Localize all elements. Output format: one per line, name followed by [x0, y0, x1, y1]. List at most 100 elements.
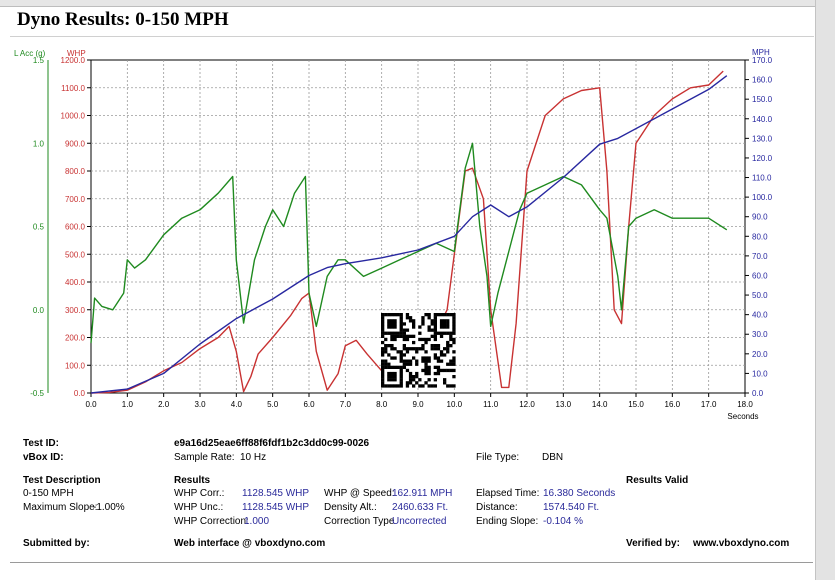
mph-tick-label: 120.0 — [752, 154, 773, 163]
ending-slope-label: Ending Slope: — [476, 516, 539, 527]
x-tick-label: 17.0 — [701, 400, 717, 409]
chart-frame — [10, 36, 814, 432]
distance-label: Distance: — [476, 502, 518, 513]
verified-by-label: Verified by: — [626, 538, 680, 549]
whp-tick-label: 200.0 — [65, 334, 86, 343]
whp-unc-value: 1128.545 WHP — [242, 502, 310, 513]
test-description-header: Test Description — [23, 475, 101, 486]
series-lacc-line — [90, 142, 728, 344]
whp-unc-label: WHP Unc.: — [174, 502, 224, 513]
whp-tick-label: 700.0 — [65, 195, 86, 204]
mph-tick-label: 100.0 — [752, 193, 773, 202]
submitted-by-label: Submitted by: — [23, 538, 90, 549]
x-tick-label: 3.0 — [194, 400, 206, 409]
page-title: Dyno Results: 0-150 MPH — [17, 9, 229, 30]
whp-tick-label: 1100.0 — [61, 84, 85, 93]
site-link[interactable]: www.vboxdyno.com — [693, 538, 790, 549]
density-alt-value: 2460.633 Ft. — [392, 502, 449, 513]
results-valid-header: Results Valid — [626, 475, 689, 486]
qr-code-icon — [381, 313, 456, 388]
elapsed-time-label: Elapsed Time: — [476, 488, 540, 499]
vbox-id-label: vBox ID: — [23, 452, 64, 463]
whp-tick-label: 100.0 — [65, 361, 86, 370]
mph-tick-label: 0.0 — [752, 389, 764, 398]
mph-tick-label: 20.0 — [752, 350, 768, 359]
sample-rate-value: 10 Hz — [240, 452, 267, 463]
file-type-label: File Type: — [476, 452, 520, 463]
mph-tick-label: 160.0 — [752, 76, 773, 85]
mph-tick-label: 70.0 — [752, 252, 768, 261]
density-alt-label: Density Alt.: — [324, 502, 377, 513]
x-tick-label: 9.0 — [412, 400, 424, 409]
x-tick-label: 2.0 — [158, 400, 170, 409]
web-interface-text: Web interface @ vboxdyno.com — [174, 538, 326, 549]
dyno-chart: 0.0 1.0 2.0 3.0 4.0 5.0 6.0 7.0 8.0 9.0 10.0 11.0 12… — [14, 48, 773, 421]
x-tick-label: 14.0 — [592, 400, 608, 409]
lacc-tick-label: 0.5 — [33, 223, 45, 232]
x-tick-label: 7.0 — [340, 400, 352, 409]
whp-axis-title: WHP — [67, 49, 86, 58]
mph-tick-label: 90.0 — [752, 213, 768, 222]
whp-tick-label: 1000.0 — [61, 112, 86, 121]
whp-at-speed-label: WHP @ Speed: — [324, 488, 395, 499]
correction-type-value: Uncorrected — [392, 516, 447, 527]
mph-tick-label: 50.0 — [752, 291, 768, 300]
whp-tick-label: 800.0 — [65, 167, 86, 176]
elapsed-time-value: 16.380 Seconds — [543, 488, 616, 499]
mph-tick-label: 110.0 — [752, 174, 772, 183]
x-tick-label: 1.0 — [122, 400, 134, 409]
whp-tick-label: 0.0 — [74, 389, 86, 398]
x-tick-label: 6.0 — [303, 400, 315, 409]
lacc-tick-label: -0.5 — [30, 389, 44, 398]
mph-tick-label: 30.0 — [752, 330, 768, 339]
mph-tick-label: 150.0 — [752, 95, 773, 104]
x-tick-label: 16.0 — [665, 400, 681, 409]
whp-corr-label: WHP Corr.: — [174, 488, 225, 499]
x-tick-label: 10.0 — [447, 400, 463, 409]
x-tick-label: 5.0 — [267, 400, 279, 409]
mph-tick-label: 80.0 — [752, 232, 768, 241]
lacc-tick-label: 0.0 — [33, 306, 45, 315]
series-mph-line — [90, 75, 728, 394]
distance-value: 1574.540 Ft. — [543, 502, 600, 513]
whp-at-speed-value: 162.911 MPH — [392, 488, 453, 499]
correction-type-label: Correction Type — [324, 516, 395, 527]
mph-axis-title: MPH — [752, 48, 770, 57]
lacc-tick-label: 1.0 — [33, 139, 45, 148]
test-description-value: 0-150 MPH — [23, 488, 74, 499]
results-header: Results — [174, 475, 211, 486]
max-slope-value: -1.00% — [93, 502, 125, 513]
x-tick-label: 13.0 — [556, 400, 572, 409]
lacc-tick-label: 1.5 — [33, 56, 45, 65]
whp-corr-value: 1128.545 WHP — [242, 488, 310, 499]
whp-tick-label: 300.0 — [65, 306, 86, 315]
x-tick-label: 18.0 — [737, 400, 753, 409]
x-tick-label: 15.0 — [628, 400, 644, 409]
lacc-axis-title: L Acc (g) — [14, 49, 46, 58]
x-tick-label: 4.0 — [231, 400, 243, 409]
whp-correction-value: 1.000 — [244, 516, 270, 527]
file-type-value: DBN — [542, 452, 564, 463]
whp-tick-label: 600.0 — [65, 223, 86, 232]
whp-tick-label: 1200.0 — [61, 56, 86, 65]
x-tick-label: 0.0 — [85, 400, 97, 409]
mph-tick-label: 130.0 — [752, 134, 773, 143]
whp-tick-label: 900.0 — [65, 139, 86, 148]
mph-tick-label: 140.0 — [752, 115, 773, 124]
scrollbar[interactable] — [815, 0, 835, 580]
x-tick-label: 11.0 — [483, 400, 499, 409]
browser-top-strip — [0, 0, 835, 7]
whp-tick-label: 500.0 — [65, 250, 86, 259]
mph-tick-label: 170.0 — [752, 56, 773, 65]
mph-tick-label: 40.0 — [752, 311, 768, 320]
ending-slope-value: -0.104 % — [543, 516, 584, 527]
x-tick-label: 8.0 — [376, 400, 388, 409]
whp-tick-label: 400.0 — [65, 278, 86, 287]
x-tick-label: 12.0 — [519, 400, 535, 409]
max-slope-label: Maximum Slope: — [23, 502, 98, 513]
mph-tick-label: 60.0 — [752, 271, 768, 280]
mph-tick-label: 10.0 — [752, 369, 768, 378]
whp-correction-label: WHP Correction: — [174, 516, 249, 527]
bottom-divider — [10, 562, 813, 563]
test-id-value: e9a16d25eae6ff88f6fdf1b2c3dd0c99-0026 — [174, 438, 370, 449]
